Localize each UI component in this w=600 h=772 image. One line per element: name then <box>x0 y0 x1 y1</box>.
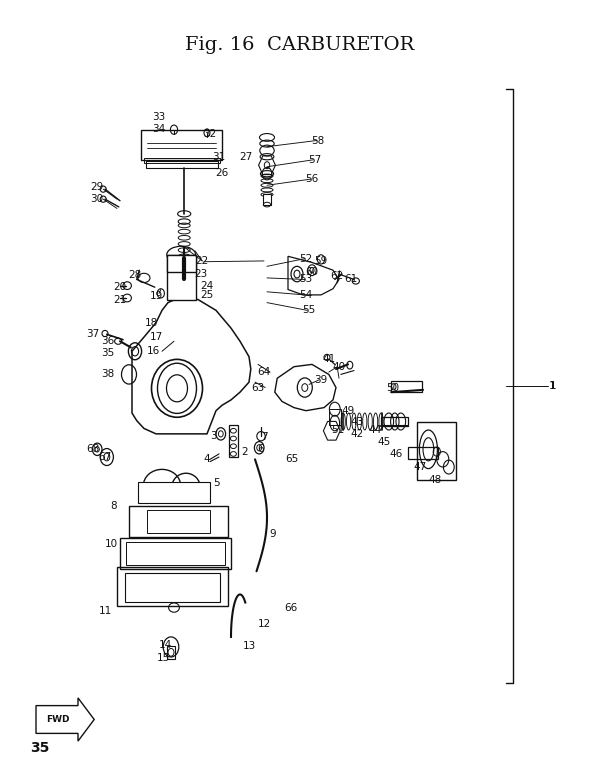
Text: 30: 30 <box>91 195 104 204</box>
Text: 24: 24 <box>200 281 214 290</box>
Text: 21: 21 <box>113 295 127 304</box>
Text: 3: 3 <box>209 432 217 441</box>
Text: 47: 47 <box>413 462 427 472</box>
Text: 44: 44 <box>368 425 382 435</box>
Text: 46: 46 <box>389 449 403 459</box>
Text: 26: 26 <box>215 168 229 178</box>
Text: 60: 60 <box>305 267 319 276</box>
Text: 7: 7 <box>260 432 268 442</box>
Text: 42: 42 <box>350 429 364 438</box>
Bar <box>391 381 422 392</box>
Text: 4: 4 <box>203 455 211 464</box>
Bar <box>179 256 189 272</box>
Text: Fig. 16  CARBURETOR: Fig. 16 CARBURETOR <box>185 36 415 54</box>
Text: 23: 23 <box>194 269 208 279</box>
Text: 37: 37 <box>86 329 100 338</box>
Text: 43: 43 <box>350 418 364 427</box>
Text: 48: 48 <box>428 476 442 485</box>
Text: 19: 19 <box>149 291 163 300</box>
Bar <box>329 409 341 425</box>
Text: 35: 35 <box>101 348 115 357</box>
Text: 5: 5 <box>212 478 220 487</box>
Text: 6: 6 <box>257 445 265 454</box>
Text: 68: 68 <box>86 445 100 454</box>
Bar <box>138 482 210 503</box>
Bar <box>120 538 231 569</box>
Text: 17: 17 <box>149 333 163 342</box>
Text: 56: 56 <box>305 174 319 184</box>
Text: 34: 34 <box>152 124 166 134</box>
Text: 36: 36 <box>101 337 115 346</box>
Text: 12: 12 <box>257 619 271 628</box>
Text: 22: 22 <box>196 256 209 266</box>
Text: 54: 54 <box>299 290 313 300</box>
Bar <box>417 422 456 480</box>
Text: 20: 20 <box>113 283 127 292</box>
Bar <box>117 567 228 606</box>
Text: 13: 13 <box>242 642 256 651</box>
Text: 27: 27 <box>239 153 253 162</box>
Text: 51: 51 <box>331 425 344 435</box>
Text: 59: 59 <box>314 256 328 266</box>
Text: 67: 67 <box>98 452 112 462</box>
Bar <box>126 542 225 565</box>
Bar <box>408 447 438 459</box>
Text: 52: 52 <box>299 254 313 263</box>
Text: 1: 1 <box>549 381 556 391</box>
Text: 45: 45 <box>377 437 391 446</box>
Bar <box>167 646 175 659</box>
Text: 1: 1 <box>550 381 557 391</box>
Bar <box>167 255 196 300</box>
Text: 65: 65 <box>285 455 298 464</box>
Bar <box>141 130 222 160</box>
Text: 33: 33 <box>152 113 166 122</box>
Polygon shape <box>36 698 94 741</box>
Bar <box>125 573 220 602</box>
Text: 29: 29 <box>91 182 104 191</box>
Text: 32: 32 <box>203 130 217 139</box>
Text: 62: 62 <box>331 272 344 281</box>
Text: 58: 58 <box>311 136 325 145</box>
Text: 25: 25 <box>200 290 214 300</box>
Text: 64: 64 <box>257 367 271 377</box>
Text: 41: 41 <box>322 354 335 364</box>
Text: 40: 40 <box>332 362 346 371</box>
Text: 15: 15 <box>157 653 170 662</box>
Text: FWD: FWD <box>46 715 70 724</box>
Bar <box>146 161 218 168</box>
Bar <box>229 425 238 457</box>
Text: 14: 14 <box>158 640 172 649</box>
Bar <box>144 158 220 163</box>
Text: 66: 66 <box>284 604 298 613</box>
Bar <box>263 194 271 205</box>
Text: 35: 35 <box>30 741 49 755</box>
Text: 57: 57 <box>308 155 322 164</box>
Text: 8: 8 <box>110 501 118 510</box>
Text: 63: 63 <box>251 383 265 392</box>
Text: 61: 61 <box>344 275 358 284</box>
Text: 16: 16 <box>146 347 160 356</box>
Text: 28: 28 <box>128 270 142 279</box>
Text: 39: 39 <box>314 375 328 384</box>
Text: 38: 38 <box>101 370 115 379</box>
Bar <box>381 417 408 426</box>
Bar <box>129 506 228 537</box>
Text: 49: 49 <box>341 406 355 415</box>
Text: 18: 18 <box>145 318 158 327</box>
Text: 31: 31 <box>212 153 226 162</box>
Text: 10: 10 <box>104 540 118 549</box>
Bar <box>167 255 196 272</box>
Text: 53: 53 <box>299 275 313 284</box>
Text: 50: 50 <box>386 383 400 392</box>
Text: 55: 55 <box>302 306 316 315</box>
Bar <box>147 510 210 533</box>
Text: 2: 2 <box>241 447 248 456</box>
Text: 11: 11 <box>98 607 112 616</box>
Text: 9: 9 <box>269 530 277 539</box>
